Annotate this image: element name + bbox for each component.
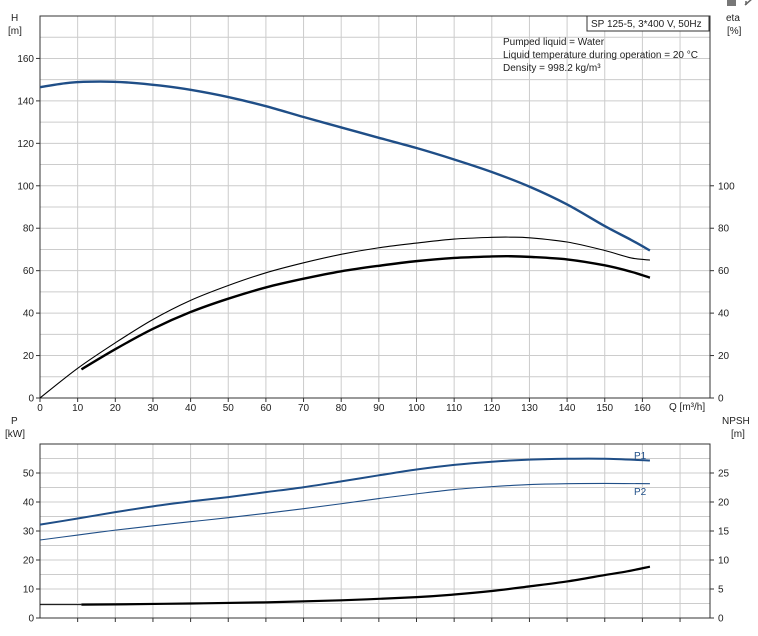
y-right-tick-label: 10 bbox=[718, 556, 730, 567]
top-ticks: 0 10 20 30 40 50 60 70 80 90 100 110 120 130 140 150 160… bbox=[17, 54, 735, 414]
y-right-tick-label: 15 bbox=[718, 527, 730, 538]
power-p2-curve bbox=[39, 482, 650, 541]
y-right-tick-label: 80 bbox=[718, 224, 730, 235]
x-tick-label: 70 bbox=[298, 403, 310, 414]
y-right-tick-label: 20 bbox=[718, 498, 730, 509]
x-tick-label: 20 bbox=[110, 403, 122, 414]
x-tick-label: 120 bbox=[483, 403, 500, 414]
y-left-tick-label: 40 bbox=[23, 309, 35, 320]
pump-label: SP 125-5, 3*400 V, 50Hz bbox=[591, 19, 702, 30]
y-right-tick-label: 0 bbox=[718, 394, 724, 405]
bottom-left-axis-symbol: P bbox=[11, 416, 18, 427]
expand-icon[interactable] bbox=[744, 0, 753, 6]
x-tick-label: 160 bbox=[634, 403, 651, 414]
x-tick-label: 150 bbox=[596, 403, 613, 414]
x-tick-label: 10 bbox=[72, 403, 84, 414]
square-icon[interactable] bbox=[727, 0, 736, 6]
bottom-series bbox=[39, 457, 651, 606]
x-tick-label: 110 bbox=[446, 403, 462, 414]
x-tick-label: 0 bbox=[37, 403, 43, 414]
y-left-tick-label: 20 bbox=[23, 351, 35, 362]
x-tick-label: 80 bbox=[336, 403, 348, 414]
y-right-tick-label: 0 bbox=[718, 614, 724, 625]
y-left-tick-label: 0 bbox=[28, 614, 34, 625]
top-series bbox=[39, 80, 651, 399]
bottom-grid bbox=[40, 444, 710, 618]
series-label-p2: P2 bbox=[634, 487, 647, 498]
top-grid bbox=[40, 16, 710, 398]
y-left-tick-label: 100 bbox=[17, 181, 34, 192]
y-left-tick-label: 120 bbox=[17, 139, 34, 150]
y-left-tick-label: 160 bbox=[17, 54, 34, 65]
bottom-ticks: 0 10 20 30 40 50 0 5 10 15 20 25 bbox=[23, 469, 730, 625]
pump-label-box bbox=[586, 15, 710, 32]
bottom-right-axis-unit: [m] bbox=[731, 429, 745, 440]
x-tick-label: 90 bbox=[373, 403, 385, 414]
top-left-axis-symbol: H bbox=[11, 13, 18, 24]
y-left-tick-label: 50 bbox=[23, 469, 35, 480]
y-left-tick-label: 60 bbox=[23, 266, 35, 277]
y-right-tick-label: 40 bbox=[718, 309, 730, 320]
y-left-tick-label: 40 bbox=[23, 498, 35, 509]
y-right-tick-label: 100 bbox=[718, 181, 735, 192]
info-line: Liquid temperature during operation = 20… bbox=[503, 50, 698, 61]
top-right-axis-symbol: eta bbox=[726, 13, 740, 24]
y-right-tick-label: 60 bbox=[718, 266, 730, 277]
y-right-tick-label: 25 bbox=[718, 469, 730, 480]
y-right-tick-label: 5 bbox=[718, 585, 724, 596]
bottom-left-axis-unit: [kW] bbox=[5, 429, 25, 440]
x-tick-label: 50 bbox=[223, 403, 235, 414]
y-left-tick-label: 0 bbox=[28, 394, 34, 405]
y-left-tick-label: 30 bbox=[23, 527, 35, 538]
x-tick-label: 100 bbox=[408, 403, 425, 414]
y-left-tick-label: 140 bbox=[17, 96, 34, 107]
series-label-p1: P1 bbox=[634, 451, 647, 462]
y-right-tick-label: 20 bbox=[718, 351, 730, 362]
y-left-tick-label: 80 bbox=[23, 224, 35, 235]
y-left-tick-label: 20 bbox=[23, 556, 35, 567]
x-axis-label: Q [m³/h] bbox=[669, 402, 705, 413]
info-line: Density = 998.2 kg/m³ bbox=[503, 63, 601, 74]
x-tick-label: 30 bbox=[147, 403, 159, 414]
npsh-curve bbox=[81, 565, 651, 606]
x-tick-label: 140 bbox=[559, 403, 576, 414]
info-line: Pumped liquid = Water bbox=[503, 37, 605, 48]
window-icons bbox=[727, 0, 753, 6]
head-curve bbox=[39, 80, 651, 252]
y-left-tick-label: 10 bbox=[23, 585, 35, 596]
top-left-axis-unit: [m] bbox=[8, 26, 22, 37]
efficiency-curve bbox=[39, 236, 650, 399]
top-right-axis-unit: [%] bbox=[727, 26, 742, 37]
x-tick-label: 60 bbox=[260, 403, 272, 414]
bottom-right-axis-symbol: NPSH bbox=[722, 416, 750, 427]
x-tick-label: 40 bbox=[185, 403, 197, 414]
efficiency-curve-bold bbox=[80, 254, 651, 371]
power-p1-curve bbox=[39, 457, 650, 526]
top-plot-frame bbox=[39, 15, 711, 399]
x-tick-label: 130 bbox=[521, 403, 538, 414]
